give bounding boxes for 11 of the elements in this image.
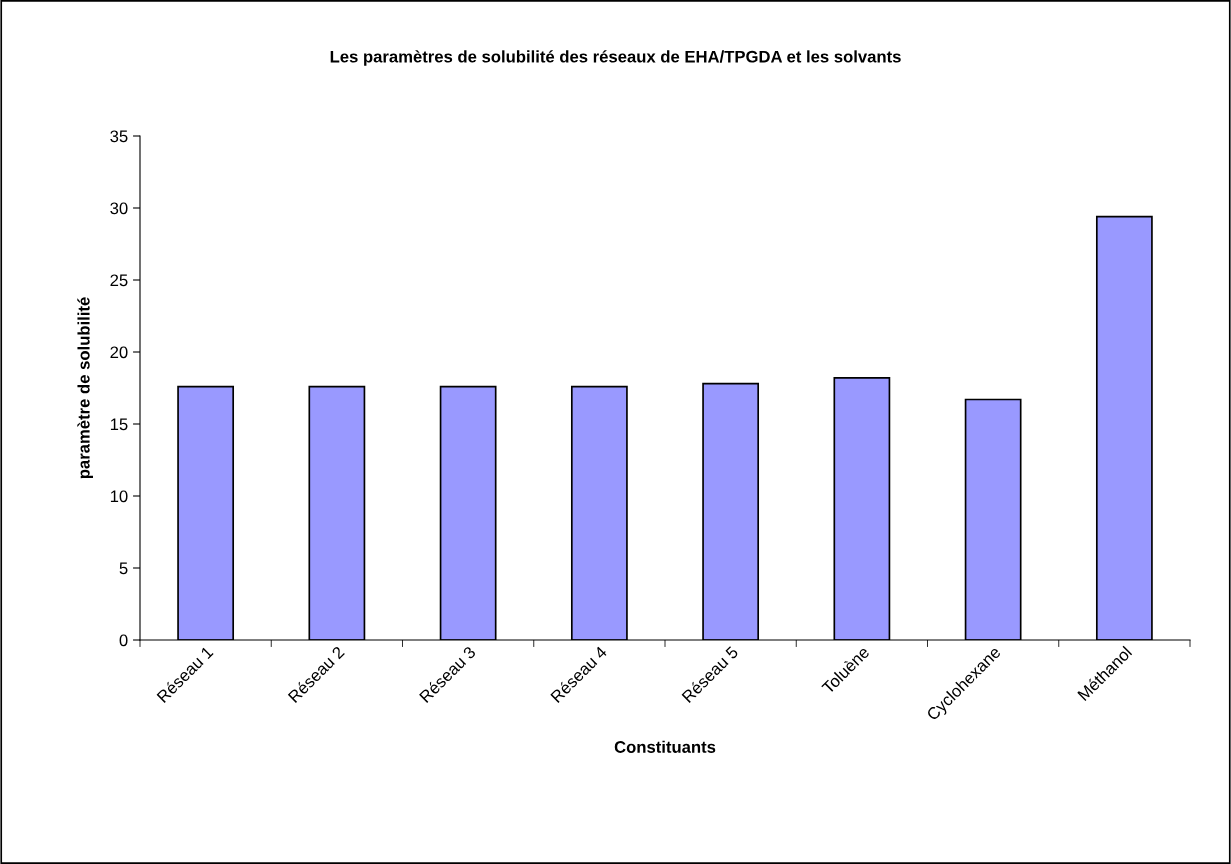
y-tick-label: 25 [110, 274, 128, 287]
chart-title: Les paramètres de solubilité des réseaux de EHA/TPGDA et les solvants [330, 50, 901, 66]
y-tick-label: 15 [110, 418, 128, 431]
y-tick-label: 20 [110, 346, 128, 359]
x-axis-title: Constituants [614, 740, 716, 753]
y-axis-title: paramètre de solubilité [77, 297, 93, 479]
y-tick-label: 30 [110, 202, 128, 215]
y-tick-label: 35 [110, 130, 128, 143]
y-tick-label: 0 [119, 634, 128, 647]
y-tick-label: 10 [110, 490, 128, 503]
y-tick-label: 5 [119, 562, 128, 575]
